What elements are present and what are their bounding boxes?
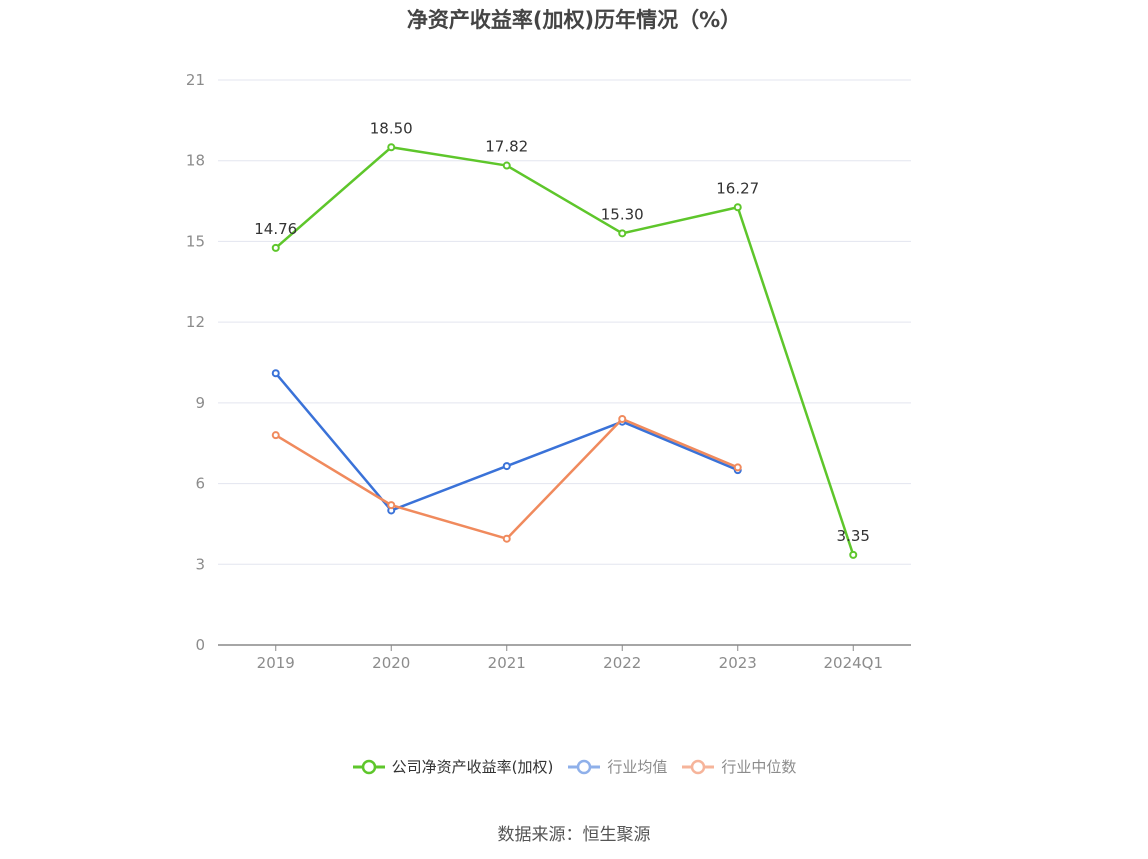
legend-item[interactable]: 公司净资产收益率(加权) <box>352 756 554 777</box>
legend-label: 行业中位数 <box>721 758 797 776</box>
chart-title: 净资产收益率(加权)历年情况（%） <box>406 8 742 32</box>
x-tick-label: 2020 <box>372 654 410 672</box>
data-point <box>849 550 858 559</box>
legend-marker-icon <box>682 759 715 774</box>
data-point <box>271 431 280 440</box>
legend-item[interactable]: 行业中位数 <box>681 756 796 777</box>
data-point <box>618 229 627 238</box>
series-line-1 <box>274 372 739 512</box>
data-point <box>502 462 511 471</box>
y-tick-label: 21 <box>186 71 205 89</box>
data-point <box>502 534 511 543</box>
data-label: 17.82 <box>485 138 528 156</box>
data-point <box>387 501 396 510</box>
legend-item[interactable]: 行业均值 <box>567 756 667 777</box>
legend-label: 行业均值 <box>607 758 668 776</box>
y-tick-label: 0 <box>195 636 205 654</box>
data-point <box>618 415 627 423</box>
data-point <box>733 203 742 212</box>
data-point <box>387 143 396 152</box>
data-point <box>733 463 742 472</box>
data-label: 15.30 <box>601 205 644 223</box>
x-tick-label: 2019 <box>257 654 295 672</box>
x-tick-label: 2023 <box>719 654 757 672</box>
y-tick-label: 3 <box>195 555 205 573</box>
axes: 0 3 6 9 12 15 18 21 2019 2020 2021 2022 2023 2024Q1 <box>186 71 911 672</box>
data-label: 18.50 <box>370 119 413 137</box>
data-labels: 14.76 18.50 17.82 15.30 16.27 3.35 <box>254 119 870 545</box>
y-tick-label: 15 <box>186 232 205 250</box>
source-note: 数据来源：恒生聚源 <box>497 825 651 845</box>
series-line-2 <box>275 417 739 540</box>
data-label: 16.27 <box>716 179 759 197</box>
legend-marker-icon <box>352 759 385 774</box>
legend-label: 公司净资产收益率(加权) <box>391 758 554 776</box>
x-tick-label: 2022 <box>603 654 641 672</box>
legend: 公司净资产收益率(加权) 行业均值 行业中位数 <box>0 756 1148 777</box>
data-label: 14.76 <box>254 220 297 238</box>
data-label: 3.35 <box>837 527 870 545</box>
legend-marker-icon <box>568 759 601 774</box>
y-tick-label: 9 <box>195 394 205 412</box>
data-point <box>502 161 511 170</box>
y-tick-label: 18 <box>186 152 205 170</box>
y-tick-label: 12 <box>186 313 205 331</box>
data-point <box>271 243 280 252</box>
data-point <box>271 369 280 378</box>
x-tick-label: 2024Q1 <box>823 654 883 672</box>
series-line-0 <box>274 146 855 556</box>
y-tick-label: 6 <box>195 475 205 493</box>
x-tick-label: 2021 <box>488 654 526 672</box>
series-lines <box>271 143 858 559</box>
grid-lines <box>218 79 911 565</box>
line-chart: 0 3 6 9 12 15 18 21 2019 2020 2021 2022 2023 2024Q1 1… <box>186 71 911 672</box>
